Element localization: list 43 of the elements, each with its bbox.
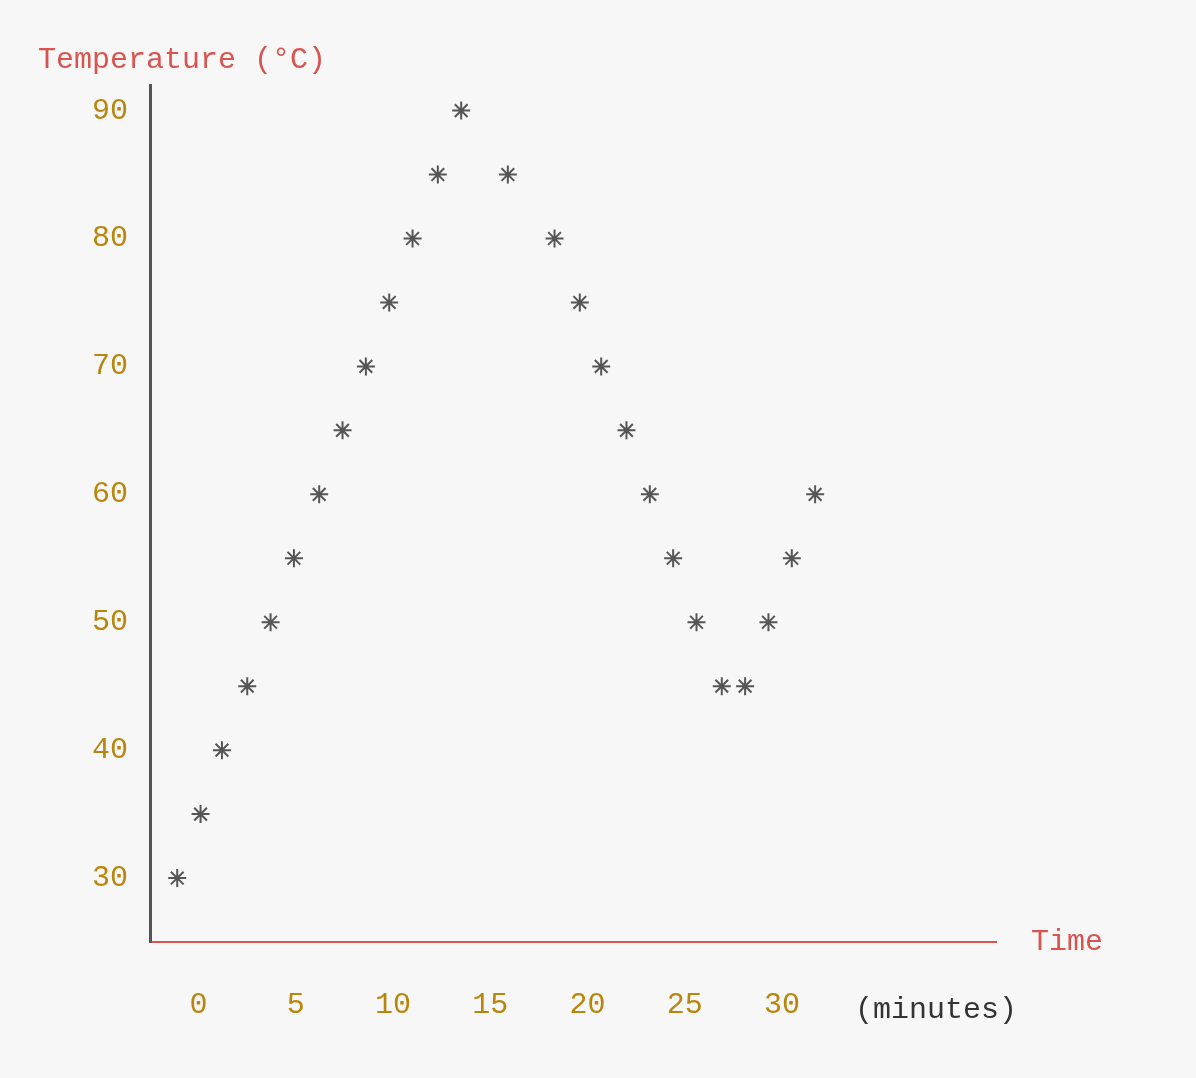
y-tick-label: 30 xyxy=(91,860,128,895)
x-tick-label: 5 xyxy=(286,987,305,1022)
x-tick-label: 25 xyxy=(666,987,703,1022)
point xyxy=(167,868,188,889)
point xyxy=(402,228,423,249)
point xyxy=(686,612,707,633)
point xyxy=(758,612,779,633)
point xyxy=(805,484,826,505)
point xyxy=(497,164,518,185)
point xyxy=(711,676,732,697)
x-axis-title: Time xyxy=(1031,924,1104,959)
point xyxy=(190,804,211,825)
point xyxy=(591,356,612,377)
y-tick-label: 50 xyxy=(91,605,128,640)
point xyxy=(332,420,353,441)
x-tick-label: 30 xyxy=(764,987,801,1022)
point xyxy=(781,548,802,569)
point xyxy=(639,484,660,505)
x-tick-label: 20 xyxy=(569,987,606,1022)
point xyxy=(237,676,258,697)
x-tick-label: 0 xyxy=(189,987,208,1022)
point xyxy=(283,548,304,569)
y-tick-label: 60 xyxy=(91,477,128,512)
point xyxy=(544,228,565,249)
y-tick-label: 70 xyxy=(91,349,128,384)
point xyxy=(663,548,684,569)
point xyxy=(355,356,376,377)
point xyxy=(211,740,232,761)
y-axis-title: Temperature (°C) xyxy=(38,42,327,77)
y-tick-label: 80 xyxy=(91,221,128,256)
point xyxy=(427,164,448,185)
point xyxy=(309,484,330,505)
x-tick-label: 10 xyxy=(375,987,412,1022)
point xyxy=(616,420,637,441)
point xyxy=(569,292,590,313)
x-tick-label: 15 xyxy=(472,987,509,1022)
y-tick-label: 90 xyxy=(91,93,128,128)
point xyxy=(379,292,400,313)
point xyxy=(451,100,472,121)
point xyxy=(735,676,756,697)
y-tick-label: 40 xyxy=(91,733,128,768)
text: (minutes) xyxy=(855,992,1018,1027)
point xyxy=(260,612,281,633)
